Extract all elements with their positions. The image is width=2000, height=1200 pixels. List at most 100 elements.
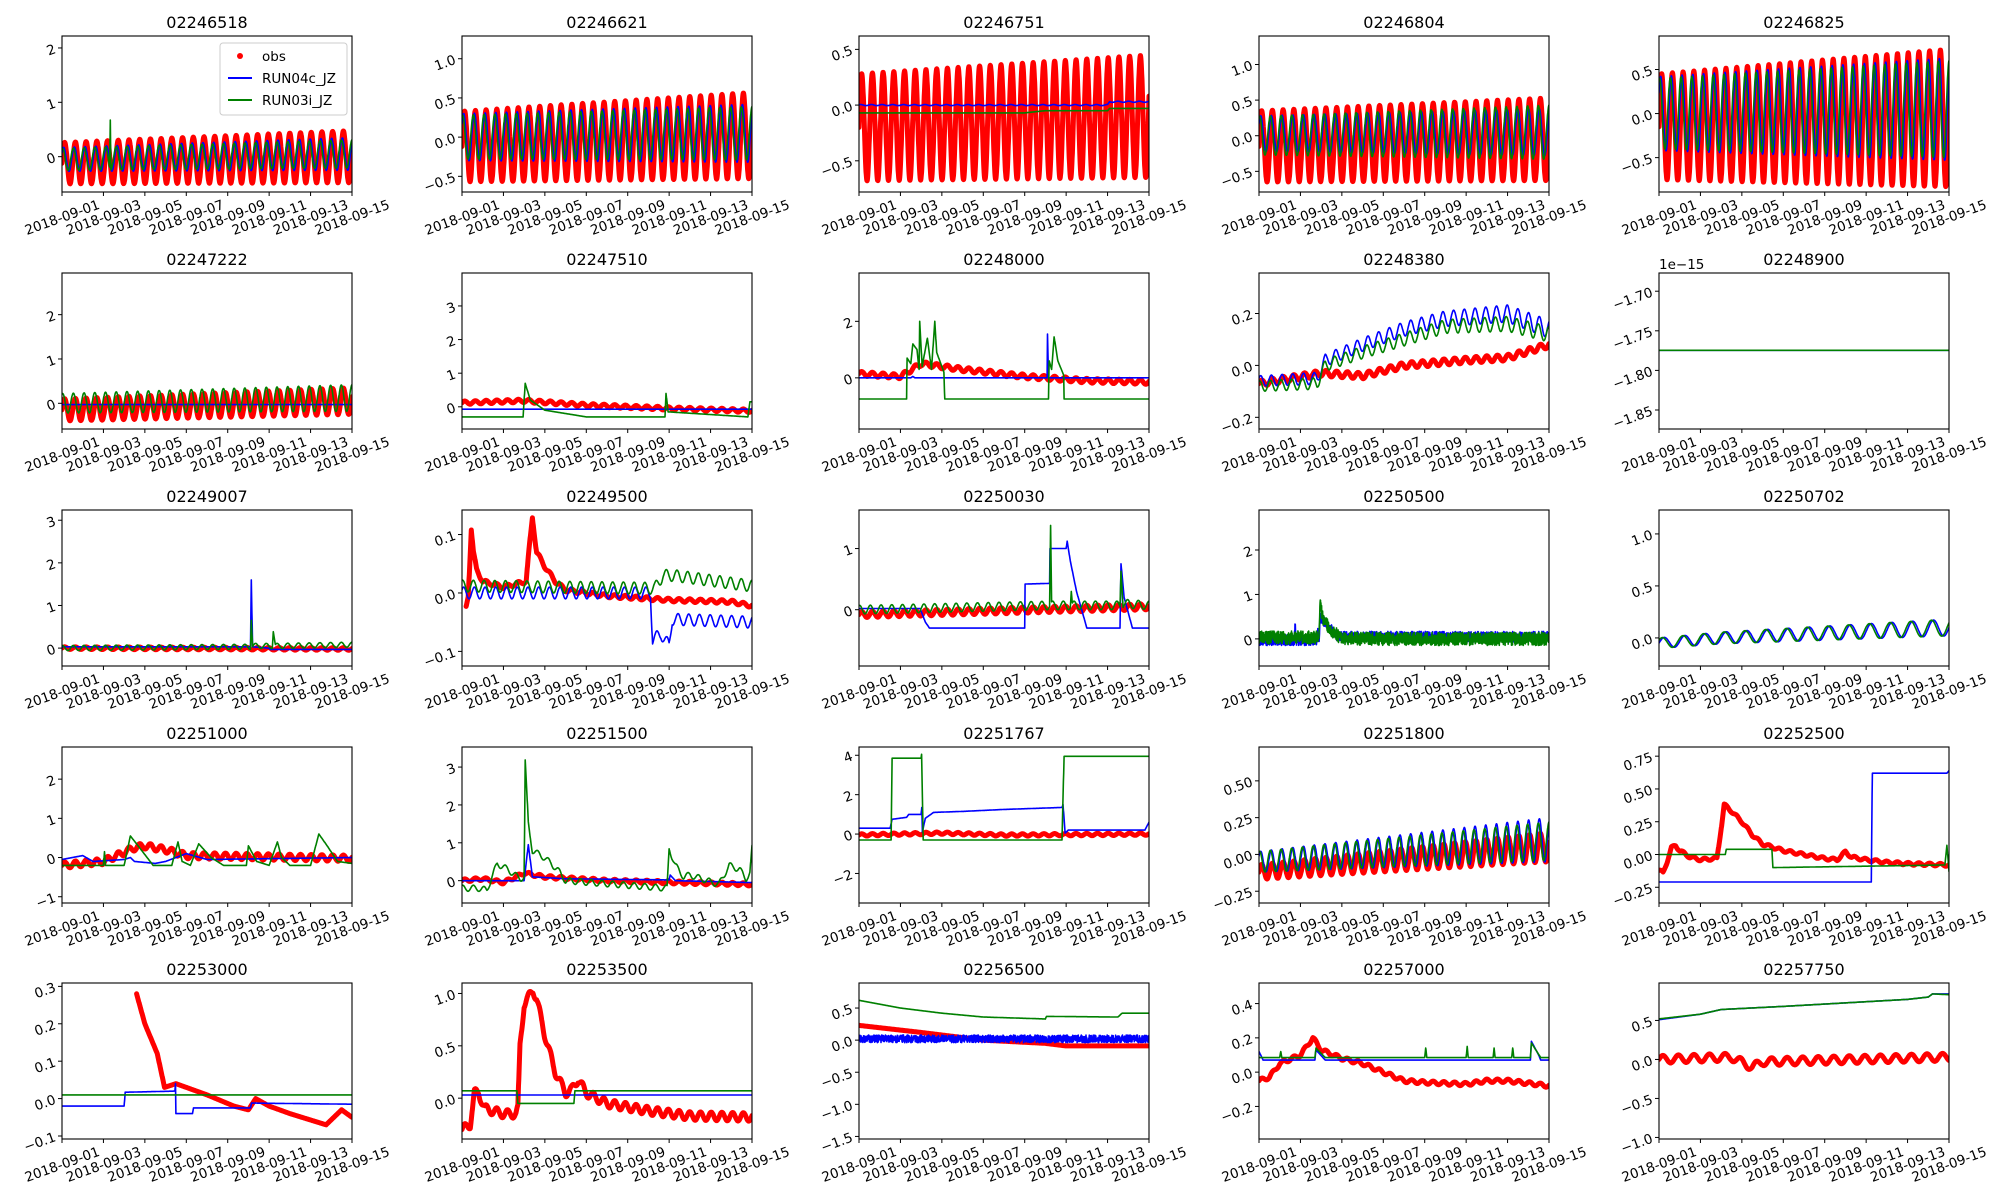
y-tick-label: −1.5 xyxy=(819,1130,855,1156)
plot-area xyxy=(859,747,1149,903)
y-tick-label: 0 xyxy=(842,603,856,621)
y-tick-label: 0.5 xyxy=(432,91,458,113)
axes-frame xyxy=(1658,509,1950,667)
series-run03i-jz xyxy=(1659,993,1949,1020)
plot-area xyxy=(1259,747,1549,903)
series-group xyxy=(859,524,1149,629)
y-tick-label: 2 xyxy=(842,315,856,333)
subplot-title: 02250500 xyxy=(1363,487,1444,506)
series-group xyxy=(1259,599,1549,647)
series-group xyxy=(462,382,752,418)
y-tick-label: 2 xyxy=(45,773,59,791)
y-tick-label: 0 xyxy=(45,397,59,415)
series-run03i-jz xyxy=(1259,821,1549,873)
y-tick-label: 0 xyxy=(842,371,856,389)
legend-label: RUN03i_JZ xyxy=(262,93,332,109)
series-obs xyxy=(859,53,1149,184)
legend-marker-obs xyxy=(237,53,243,59)
series-group xyxy=(462,90,752,185)
subplot-title: 02251767 xyxy=(963,724,1044,743)
subplot-title: 02246804 xyxy=(1363,13,1444,32)
subplot-02250030: 02250030012018-09-012018-09-032018-09-05… xyxy=(820,487,1189,713)
subplot-02250702: 022507020.00.51.02018-09-012018-09-03201… xyxy=(1620,487,1989,713)
y-tick-label: −1.0 xyxy=(819,1098,855,1124)
series-run04c-jz xyxy=(1259,108,1549,157)
subplot-title: 02250702 xyxy=(1763,487,1844,506)
y-tick-label: 1 xyxy=(45,599,59,617)
axes-frame xyxy=(1658,982,1950,1140)
legend-label: RUN04c_JZ xyxy=(262,71,336,87)
axes-frame xyxy=(1658,746,1950,904)
y-tick-label: 0.5 xyxy=(1629,63,1655,85)
axes-frame xyxy=(858,982,1150,1140)
y-tick-label: −0.5 xyxy=(1219,165,1255,191)
axes-frame xyxy=(1258,35,1550,193)
series-group xyxy=(1659,619,1949,649)
subplot-title: 02248380 xyxy=(1363,250,1444,269)
y-tick-label: 1.0 xyxy=(1629,527,1655,549)
series-run04c-jz xyxy=(62,579,352,651)
series-group xyxy=(62,383,352,424)
axes-frame xyxy=(858,746,1150,904)
y-tick-label: 0 xyxy=(445,400,459,418)
y-tick-label: 1 xyxy=(45,812,59,830)
y-tick-label: −0.1 xyxy=(22,1129,58,1155)
axes-frame xyxy=(461,982,753,1140)
series-run04c-jz xyxy=(1659,619,1949,649)
series-obs xyxy=(859,829,1149,839)
subplot-02248380: 02248380−0.20.00.22018-09-012018-09-0320… xyxy=(1219,250,1589,476)
y-tick-label: 2 xyxy=(45,556,59,574)
y-tick-label: 0.50 xyxy=(1621,782,1655,807)
y-tick-label: 0.0 xyxy=(1229,129,1255,151)
y-tick-label: 0 xyxy=(842,827,856,845)
y-tick-label: 0.25 xyxy=(1621,815,1655,840)
series-obs xyxy=(62,385,352,424)
subplot-title: 02250030 xyxy=(963,487,1044,506)
series-run03i-jz xyxy=(1659,844,1949,873)
subplot-02247222: 022472220122018-09-012018-09-032018-09-0… xyxy=(23,250,392,476)
axes-frame xyxy=(61,746,353,904)
subplot-02257000: 02257000−0.20.00.20.42018-09-012018-09-0… xyxy=(1219,960,1589,1186)
legend-box xyxy=(219,42,348,116)
y-tick-label: 0.00 xyxy=(1621,848,1655,873)
y-tick-label: −0.5 xyxy=(1619,1092,1655,1118)
y-tick-label: 1 xyxy=(842,542,856,560)
series-group xyxy=(62,119,352,187)
y-tick-label: 0.1 xyxy=(432,528,458,550)
y-tick-label: −1.85 xyxy=(1611,403,1655,432)
subplot-02251500: 0225150001232018-09-012018-09-032018-09-… xyxy=(423,724,792,950)
plot-area xyxy=(1659,510,1949,666)
y-tick-label: 0.2 xyxy=(32,1017,58,1039)
series-run03i-jz xyxy=(1259,599,1549,647)
subplot-02248900: 02248900−1.85−1.80−1.75−1.701e−152018-09… xyxy=(1611,250,1989,476)
series-run03i-jz xyxy=(1659,59,1949,159)
y-tick-label: 0.1 xyxy=(32,1055,58,1077)
subplot-02251767: 02251767−20242018-09-012018-09-032018-09… xyxy=(820,724,1189,950)
y-tick-label: −1.0 xyxy=(1619,1131,1655,1157)
series-group xyxy=(859,999,1149,1049)
y-tick-label: 1.0 xyxy=(432,52,458,74)
subplot-title: 02246621 xyxy=(566,13,647,32)
y-tick-label: 2 xyxy=(445,333,459,351)
subplot-02257750: 02257750−1.0−0.50.00.52018-09-012018-09-… xyxy=(1619,960,1989,1186)
series-group xyxy=(1659,769,1949,883)
plot-area xyxy=(62,510,352,666)
y-tick-label: 1 xyxy=(45,96,59,114)
y-tick-label: 0 xyxy=(1242,632,1256,650)
axes-frame xyxy=(1258,509,1550,667)
axes-frame xyxy=(1258,272,1550,430)
y-tick-label: 2 xyxy=(45,308,59,326)
subplot-title: 02246751 xyxy=(963,13,1044,32)
y-tick-label: 0.2 xyxy=(1229,307,1255,329)
series-group xyxy=(62,833,352,871)
y-tick-label: 1 xyxy=(445,836,459,854)
subplot-title: 02257000 xyxy=(1363,960,1444,979)
series-group xyxy=(1259,304,1549,392)
subplot-02252500: 02252500−0.250.000.250.500.752018-09-012… xyxy=(1611,724,1989,950)
series-run03i-jz xyxy=(1259,104,1549,160)
y-tick-label: 0.0 xyxy=(1629,107,1655,129)
axes-frame xyxy=(858,35,1150,193)
plot-area xyxy=(859,983,1149,1139)
axes-frame xyxy=(61,272,353,430)
subplot-title: 02252500 xyxy=(1763,724,1844,743)
